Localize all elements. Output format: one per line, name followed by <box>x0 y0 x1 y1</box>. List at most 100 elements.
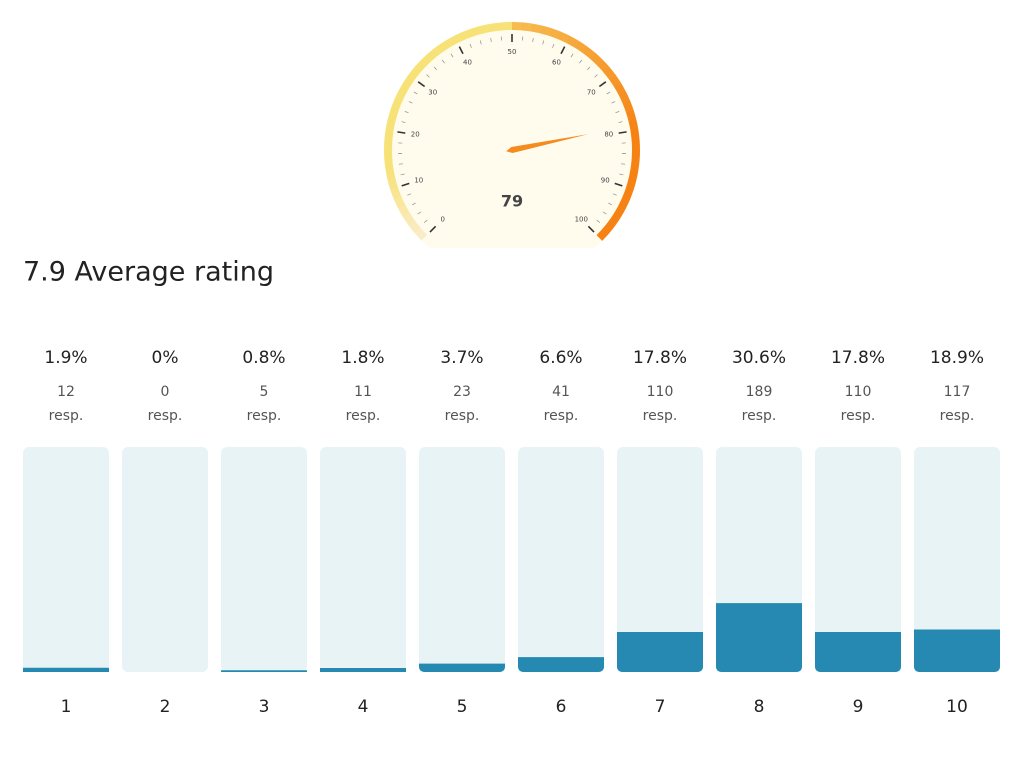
gauge-arc <box>608 212 622 226</box>
gauge-tick <box>458 46 464 55</box>
category-label: 4 <box>358 697 369 717</box>
gauge-arc <box>397 204 410 217</box>
gauge-arc <box>384 158 394 171</box>
gauge-arc <box>603 66 616 80</box>
response-count: 189 <box>746 384 773 400</box>
bar-track <box>320 447 406 672</box>
percent-label: 17.8% <box>831 348 885 368</box>
gauge-arc <box>387 109 399 123</box>
gauge-arc <box>482 23 494 34</box>
bar <box>518 657 604 672</box>
gauge-minor-tick <box>611 101 616 104</box>
category-label: 6 <box>556 697 567 717</box>
gauge-minor-tick <box>423 219 428 223</box>
gauge-minor-tick <box>400 173 405 176</box>
gauge-arc <box>436 40 450 53</box>
response-unit: resp. <box>841 408 876 424</box>
gauge-value: 79 <box>501 192 523 211</box>
gauge-arc <box>453 31 467 44</box>
gauge-arc <box>393 195 406 209</box>
bar <box>716 603 802 672</box>
gauge-minor-tick <box>413 91 418 95</box>
gauge-minor-tick <box>612 193 617 196</box>
gauge-arc <box>630 159 640 171</box>
gauge-arc <box>472 25 485 36</box>
gauge-tick <box>618 131 627 134</box>
gauge-minor-tick <box>619 173 624 176</box>
gauge-minor-tick <box>615 111 620 114</box>
gauge-minor-tick <box>450 53 454 58</box>
bar-track <box>518 447 604 672</box>
category-label: 5 <box>457 697 468 717</box>
gauge-arc <box>622 101 634 114</box>
gauge-tick-label: 60 <box>552 59 561 67</box>
gauge-minor-tick <box>407 193 412 196</box>
gauge-arc <box>445 35 458 48</box>
gauge-face <box>384 22 640 248</box>
gauge-arc <box>609 74 622 88</box>
gauge-arc <box>385 119 396 132</box>
gauge-minor-tick <box>469 43 472 48</box>
gauge-arc <box>614 83 627 96</box>
percent-label: 30.6% <box>732 348 786 368</box>
gauge-minor-tick <box>594 74 598 78</box>
bar-track <box>914 447 1000 672</box>
response-unit: resp. <box>445 408 480 424</box>
gauge-arc <box>628 120 639 132</box>
response-unit: resp. <box>148 408 183 424</box>
gauge-arc <box>530 23 543 34</box>
gauge-tick <box>397 131 406 134</box>
response-unit: resp. <box>643 408 678 424</box>
gauge-minor-tick <box>532 37 534 43</box>
gauge-arc <box>596 227 610 241</box>
gauge-minor-tick <box>570 53 574 58</box>
bar-track <box>815 447 901 672</box>
gauge-minor-tick <box>579 59 583 64</box>
gauge-minor-tick <box>608 202 613 206</box>
gauge-minor-tick <box>404 111 409 114</box>
response-unit: resp. <box>49 408 84 424</box>
gauge-minor-tick <box>479 40 482 45</box>
response-count: 23 <box>453 384 471 400</box>
gauge-tick-label: 20 <box>411 131 420 139</box>
category-label: 7 <box>655 697 666 717</box>
gauge-tick <box>587 225 595 233</box>
response-unit: resp. <box>346 408 381 424</box>
bar-track <box>23 447 109 672</box>
gauge-arc <box>387 177 398 190</box>
gauge-minor-tick <box>408 101 413 104</box>
gauge-arc <box>582 46 596 60</box>
gauge-tick-label: 30 <box>428 88 437 96</box>
response-count: 41 <box>552 384 570 400</box>
response-count: 110 <box>647 384 674 400</box>
bar <box>617 631 703 672</box>
response-unit: resp. <box>742 408 777 424</box>
gauge-arc <box>628 168 639 181</box>
gauge-arc <box>421 52 435 66</box>
gauge-tick-label: 100 <box>575 215 588 223</box>
percent-label: 1.9% <box>44 348 87 368</box>
bar-track <box>419 447 505 672</box>
bar <box>419 663 505 672</box>
gauge-minor-tick <box>542 40 545 45</box>
gauge-arc <box>521 22 533 32</box>
gauge-tick-label: 80 <box>604 131 613 139</box>
bar <box>815 631 901 672</box>
category-label: 3 <box>259 697 270 717</box>
category-label: 8 <box>754 697 765 717</box>
gauge-minor-tick <box>552 43 555 48</box>
gauge-arc <box>428 46 442 59</box>
category-label: 1 <box>61 697 72 717</box>
gauge-minor-tick <box>433 66 437 71</box>
gauge-arc <box>384 129 394 141</box>
gauge-minor-tick <box>417 211 422 215</box>
category-label: 9 <box>853 697 864 717</box>
category-label: 2 <box>160 697 171 717</box>
gauge-arc <box>574 40 588 54</box>
response-count: 11 <box>354 384 372 400</box>
gauge-arc <box>402 212 415 226</box>
gauge-minor-tick <box>490 37 492 43</box>
gauge-arc <box>589 52 603 66</box>
gauge-needle <box>506 134 589 153</box>
